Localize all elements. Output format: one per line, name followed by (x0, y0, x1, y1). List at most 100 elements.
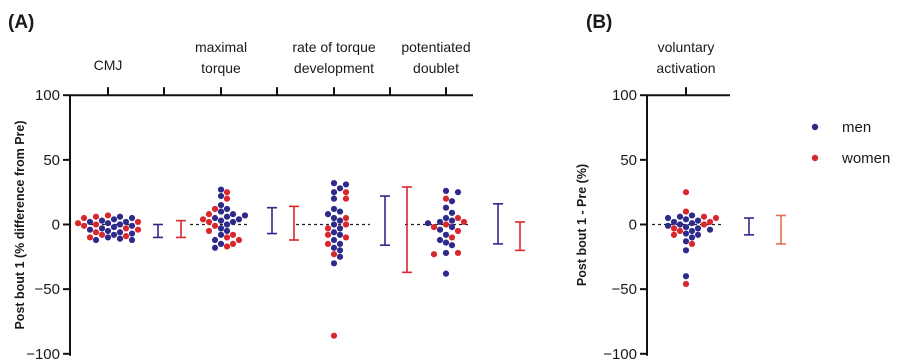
panel-b-point-men (694, 217, 702, 224)
panel-a-point-men (336, 217, 344, 224)
panel-a-point-men (336, 231, 344, 238)
panel-a-point-men (330, 195, 338, 202)
panel-a-plot: 100 50 0 −50 −100 CMJ maximal torque rate of tor… (26, 39, 525, 363)
panel-b-point-women (700, 221, 708, 228)
panel-a-point-women (454, 214, 462, 222)
panel-a-point-men (116, 229, 124, 236)
panel-a-point-men (128, 214, 136, 222)
panel-a-point-women (229, 240, 237, 247)
panel-a-point-men (223, 205, 231, 213)
panel-a-y-tick-label: 50 (43, 152, 60, 169)
panel-a-point-men (104, 227, 112, 235)
panel-a-point-women (205, 211, 213, 218)
panel-a-ylabel: Post bout 1 (% difference from Pre) (13, 120, 27, 329)
panel-a-point-women (460, 218, 468, 226)
panel-a-point-men (324, 211, 332, 218)
panel-a-point-women (122, 225, 130, 232)
panel-b-point-men (688, 234, 696, 241)
panel-a-point-men (442, 231, 450, 238)
panel-a-category-label: development (294, 60, 374, 76)
panel-a-category-label: CMJ (94, 57, 123, 73)
panel-b-point-women (670, 225, 678, 232)
panel-a-point-men (217, 240, 225, 247)
panel-b-point-men (676, 213, 684, 220)
panel-a-point-men (448, 242, 456, 249)
panel-b-point-men (664, 222, 672, 229)
panel-a-point-women (454, 249, 462, 257)
panel-b-point-men (670, 218, 678, 226)
panel-b-y-tick-label: 0 (629, 217, 637, 234)
panel-a-point-women (223, 234, 231, 241)
panel-b-y-tick-label: 50 (620, 152, 637, 169)
panel-a-point-men (229, 211, 237, 218)
panel-a-point-men (223, 221, 231, 228)
panel-a-point-men (98, 217, 106, 224)
panel-a-point-women (330, 251, 338, 258)
panel-a-point-women (454, 227, 462, 235)
panel-a-y-tick-label: −50 (35, 281, 60, 298)
panel-a-point-women (330, 332, 338, 339)
panel-b-point-women (688, 240, 696, 247)
legend-label-men: men (842, 119, 871, 136)
panel-a-point-men (223, 227, 231, 235)
panel-a-point-men (336, 253, 344, 260)
panel-a-point-men (211, 236, 219, 244)
panel-a-point-men (330, 244, 338, 251)
panel-a-point-women (342, 189, 350, 196)
panel-a-point-women (205, 218, 213, 226)
panel-b-point-men (664, 214, 672, 222)
panel-a-point-women (442, 221, 450, 228)
panel-b-point-men (688, 220, 696, 227)
panel-a-point-men (223, 213, 231, 220)
panel-b-point-men (676, 221, 684, 228)
panel-b-point-men (694, 231, 702, 238)
panel-a-point-men (241, 212, 249, 219)
panel-b-point-men (682, 273, 690, 280)
panel-a-point-men (128, 236, 136, 244)
panel-a-point-women (342, 221, 350, 228)
panel-a-point-women (211, 222, 219, 229)
panel-a-category-label: rate of torque (292, 39, 375, 55)
panel-b-point-women (682, 280, 690, 288)
panel-b-y-tick-label: 100 (612, 87, 637, 104)
panel-a-point-women (223, 195, 231, 202)
panel-a-point-men (217, 231, 225, 238)
panel-a-point-men (442, 187, 450, 194)
panel-a-point-men (436, 236, 444, 244)
panel-a-point-women (342, 195, 350, 202)
panel-a-point-men (110, 223, 118, 231)
panel-a-point-men (336, 240, 344, 247)
panel-a-point-men (128, 230, 136, 237)
panel-a-point-men (86, 226, 94, 233)
panel-b-point-women (712, 214, 720, 222)
panel-a-y-tick-label: −100 (26, 346, 60, 363)
panel-a-point-men (330, 189, 338, 196)
panel-a-point-women (92, 229, 100, 236)
panel-a-category-label: potentiated (401, 39, 470, 55)
panel-a-point-women (235, 236, 243, 244)
panel-a-point-women (104, 212, 112, 219)
panel-b-point-men (682, 216, 690, 223)
panel-a-point-men (336, 247, 344, 254)
panel-a-point-women (92, 221, 100, 228)
panel-a-point-men (229, 218, 237, 226)
panel-a-point-men (98, 225, 106, 232)
panel-a-point-men (217, 192, 225, 200)
panel-a-y-tick-label: 100 (35, 87, 60, 104)
panel-a-point-women (229, 231, 237, 238)
panel-a-point-men (442, 239, 450, 246)
panel-a-point-men (424, 220, 432, 227)
panel-a-point-men (330, 221, 338, 228)
panel-a-point-men (217, 186, 225, 193)
panel-a-y-tick-label: 0 (52, 217, 60, 234)
panel-a-point-men (330, 214, 338, 222)
panel-a-point-women (134, 226, 142, 233)
panel-b-point-men (682, 230, 690, 237)
panel-a-point-women (223, 189, 231, 196)
panel-a-point-men (448, 198, 456, 205)
panel-a-point-men (116, 221, 124, 228)
panel-b-point-women (682, 189, 690, 196)
panel-a-point-men (454, 189, 462, 196)
panel-a-label: (A) (8, 12, 34, 33)
panel-a-point-men (448, 209, 456, 216)
